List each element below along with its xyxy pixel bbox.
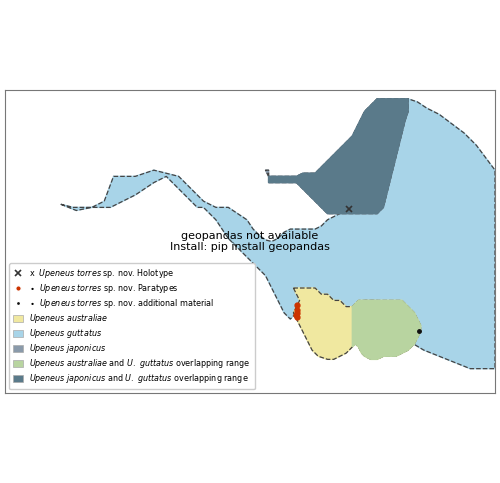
Polygon shape [266,99,408,213]
Polygon shape [352,300,420,359]
Polygon shape [268,99,408,213]
Polygon shape [294,288,420,359]
Legend: x  $\it{Upeneus\ torres}$ sp. nov. Holotype, $\bullet$  $\it{Upeneus\ torres}$ s: x $\it{Upeneus\ torres}$ sp. nov. Holoty… [9,263,254,389]
Polygon shape [61,99,495,369]
Text: geopandas not available
Install: pip install geopandas: geopandas not available Install: pip ins… [170,231,330,252]
